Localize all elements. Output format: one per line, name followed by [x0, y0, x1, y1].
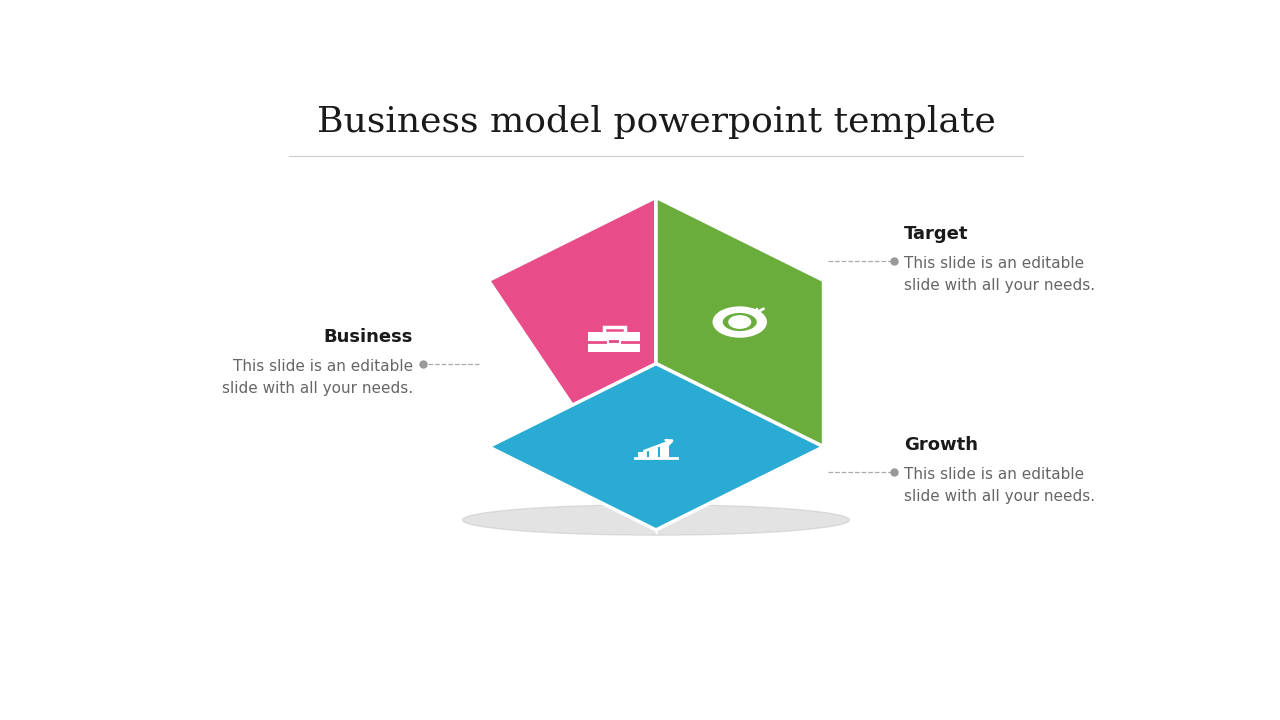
Bar — [639, 452, 646, 458]
Text: This slide is an editable
slide with all your needs.: This slide is an editable slide with all… — [904, 256, 1096, 294]
Polygon shape — [657, 197, 823, 446]
Text: Growth: Growth — [904, 436, 978, 454]
Text: Target: Target — [904, 225, 969, 243]
Circle shape — [713, 307, 765, 337]
Circle shape — [722, 312, 758, 332]
Polygon shape — [489, 364, 823, 530]
Text: Business model powerpoint template: Business model powerpoint template — [316, 105, 996, 140]
Circle shape — [730, 316, 750, 328]
Text: Business: Business — [324, 328, 413, 346]
Bar — [660, 444, 669, 458]
Bar — [604, 327, 625, 333]
Text: This slide is an editable
slide with all your needs.: This slide is an editable slide with all… — [221, 359, 413, 396]
Ellipse shape — [462, 505, 850, 535]
Text: This slide is an editable
slide with all your needs.: This slide is an editable slide with all… — [904, 467, 1096, 504]
Bar — [588, 332, 640, 352]
Bar — [649, 448, 658, 458]
Polygon shape — [489, 197, 657, 530]
Bar — [608, 339, 620, 344]
